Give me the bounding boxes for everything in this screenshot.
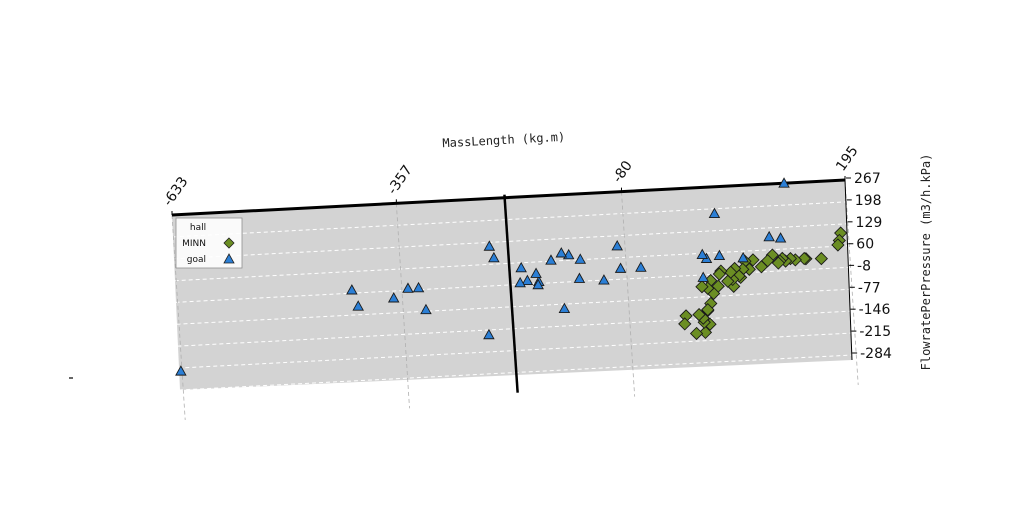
goal-point-31 — [387, 292, 400, 303]
minn-point-2 — [831, 238, 845, 252]
goal-point-27 — [483, 328, 495, 340]
y-axis-title: FlowratePerPressure (m3/h.kPa) — [919, 154, 933, 371]
goal-point-33 — [346, 284, 358, 295]
legend: hall MINN goal — [175, 217, 243, 269]
goal-point-2 — [763, 230, 775, 242]
legend-label-minn: MINN — [182, 239, 206, 249]
goal-point-34 — [175, 365, 187, 376]
minn-point-5 — [797, 251, 811, 266]
goal-point-21 — [530, 267, 542, 278]
goal-point-25 — [488, 251, 500, 263]
legend-marker-minn — [223, 237, 235, 249]
data-markers — [175, 177, 848, 376]
grid-line-v-3 — [844, 179, 859, 386]
goal-point-24 — [514, 276, 526, 288]
y-tick-label-6: -146 — [859, 302, 891, 318]
y-tick-label-0: 267 — [854, 171, 881, 187]
minn-point-35 — [701, 303, 715, 317]
y-tick-label-3: 60 — [856, 237, 874, 253]
minn-point-27 — [712, 267, 726, 281]
minn-point-15 — [746, 253, 760, 267]
minn-point-3 — [814, 251, 828, 266]
y-tick-label-8: -284 — [860, 346, 892, 362]
grid-line-h-2 — [173, 223, 847, 260]
minn-point-43 — [678, 317, 692, 331]
y-tick-label-2: 129 — [856, 215, 883, 231]
minn-point-39 — [695, 280, 709, 294]
legend-marker-goal — [223, 253, 235, 264]
minn-point-40 — [692, 307, 706, 322]
grid-line-v-1 — [395, 203, 410, 409]
goal-point-11 — [611, 240, 623, 251]
goal-point-23 — [515, 261, 527, 273]
y-tick-label-1: 198 — [855, 193, 882, 209]
minn-point-25 — [721, 274, 735, 288]
goal-point-22 — [521, 274, 534, 285]
y-tick-labels: 267 198 129 60 -8 -77 -146 -215 -284 — [846, 171, 892, 362]
x-tick-label-0: -633 — [160, 174, 191, 209]
goal-point-9 — [635, 261, 647, 272]
goal-point-18 — [545, 254, 557, 265]
grid-line-h-3 — [174, 245, 848, 282]
minn-point-36 — [698, 325, 713, 340]
goal-point-32 — [352, 300, 364, 311]
goal-point-30 — [402, 282, 414, 293]
grid-line-v-0 — [171, 214, 186, 421]
goal-point-12 — [598, 274, 610, 285]
x-axis-line — [171, 178, 846, 217]
minn-point-14 — [754, 260, 769, 274]
goal-point-10 — [614, 262, 627, 273]
x-tick-label-1: -357 — [385, 162, 416, 197]
y-tick-label-5: -77 — [858, 280, 881, 296]
y-tick-label-4: -8 — [857, 258, 871, 274]
goal-point-17 — [555, 247, 568, 258]
minn-point-41 — [689, 326, 704, 341]
goal-point-20 — [532, 278, 544, 290]
x-tick-label-2: -80 — [610, 158, 636, 186]
y-tick-label-7: -215 — [859, 324, 891, 340]
goal-point-26 — [483, 240, 496, 251]
grid-line-h-1 — [172, 201, 846, 238]
x-tick-label-3: 195 — [833, 143, 861, 174]
goal-point-16 — [558, 302, 571, 313]
goal-point-3 — [737, 251, 749, 263]
y-axis-line — [844, 179, 853, 361]
goal-point-8 — [696, 248, 709, 260]
vertical-reference-line — [503, 194, 519, 393]
goal-point-7 — [697, 271, 709, 282]
goal-point-5 — [708, 207, 721, 218]
grid-line-v-2 — [621, 191, 636, 397]
minn-point-11 — [771, 256, 786, 270]
x-axis-title: MassLength (kg.m) — [442, 130, 565, 150]
legend-label-goal: goal — [187, 255, 206, 265]
goal-point-14 — [573, 272, 586, 283]
goal-point-1 — [774, 232, 787, 243]
goal-point-29 — [412, 281, 425, 293]
goal-point-0 — [778, 177, 790, 188]
goal-point-28 — [420, 303, 432, 315]
goal-point-13 — [574, 253, 587, 264]
goal-point-4 — [713, 249, 726, 261]
legend-title: hall — [190, 223, 206, 233]
